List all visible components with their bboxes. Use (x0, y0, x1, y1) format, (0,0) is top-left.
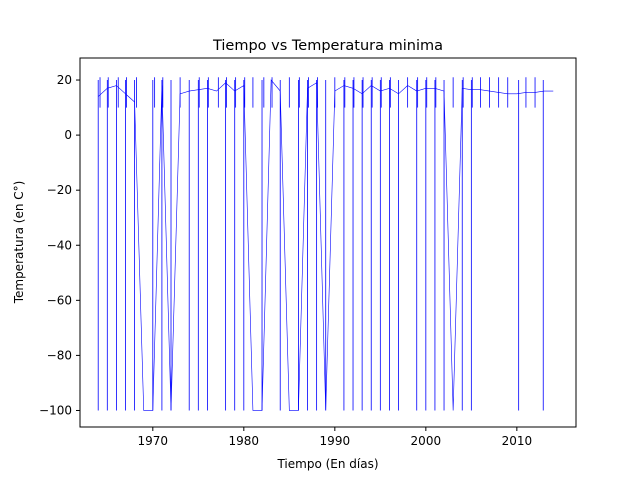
plot-area (97, 77, 554, 411)
y-tick-label: −20 (47, 183, 72, 197)
y-tick-label: −80 (47, 348, 72, 362)
x-tick-label: 1990 (320, 434, 351, 448)
y-tick-label: −60 (47, 293, 72, 307)
x-tick-label: 1980 (229, 434, 260, 448)
x-axis-title: Tiempo (En días) (276, 457, 378, 471)
y-axis-title: Temperatura (en C°) (12, 181, 26, 305)
x-tick-label: 2010 (502, 434, 533, 448)
axes-frame (79, 57, 577, 428)
chart-title: Tiempo vs Temperatura minima (212, 38, 443, 54)
series-line (97, 79, 554, 411)
y-tick-label: 20 (57, 73, 72, 87)
y-axis: −100 −80 −60 −40 −20 0 20 (39, 73, 80, 417)
x-tick-label: 2000 (411, 434, 442, 448)
y-tick-label: −100 (39, 403, 72, 417)
y-tick-label: 0 (64, 128, 72, 142)
x-axis: 1970 1980 1990 2000 2010 (138, 427, 533, 448)
y-tick-label: −40 (47, 238, 72, 252)
x-tick-label: 1970 (138, 434, 169, 448)
